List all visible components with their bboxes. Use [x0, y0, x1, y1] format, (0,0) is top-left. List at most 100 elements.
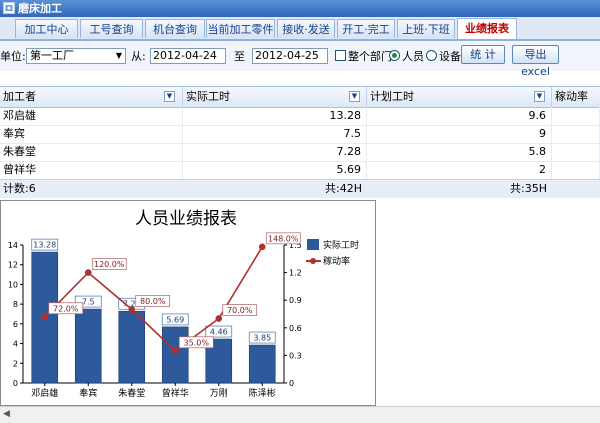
table-cell: [552, 161, 600, 179]
to-label: 至: [234, 50, 245, 63]
chevron-down-icon[interactable]: ▼: [164, 91, 175, 102]
legend-label-utilization: 稼动率: [323, 255, 350, 267]
bar-data-label: 4.46: [210, 328, 228, 337]
grid-summary-row: 计数:6 共:42H 共:35H: [0, 179, 600, 198]
x-tick-label: 陈泽彬: [249, 387, 276, 399]
person-radio-label: 人员: [402, 50, 424, 63]
column-header-utilization-label: 稼动率: [555, 90, 588, 103]
column-header-planned-hours[interactable]: 计划工时 ▼: [367, 87, 552, 107]
line-point: [171, 347, 179, 355]
legend-swatch-actual-hours: [307, 239, 319, 250]
bar: [118, 310, 146, 384]
summary-plan-total: 共:35H: [510, 182, 547, 195]
line-data-label-box: [178, 336, 214, 349]
tab-machine-query[interactable]: 机台查询: [145, 19, 205, 38]
whole-dept-checkbox[interactable]: [335, 50, 346, 61]
tab-employee-query[interactable]: 工号查询: [80, 19, 143, 38]
app-icon: [3, 2, 15, 14]
tab-shift-on-off[interactable]: 上班·下班: [397, 19, 455, 38]
to-date-input[interactable]: 2012-04-25: [252, 48, 328, 64]
unit-select[interactable]: 第一工厂 ▼: [26, 48, 126, 64]
x-tick-label: 万刚: [210, 388, 228, 399]
bar-data-label: 7.5: [82, 298, 95, 307]
line-data-label-box: [48, 302, 84, 315]
unit-label: 单位:: [0, 50, 26, 63]
table-cell: 2: [367, 161, 552, 179]
y-right-tick-label: 1.5: [289, 241, 302, 250]
table-row[interactable]: 曾祥华 5.69 2: [0, 161, 600, 180]
table-cell: 13.28: [183, 107, 367, 125]
tab-start-finish[interactable]: 开工·完工: [337, 19, 395, 38]
x-tick-label: 朱春堂: [118, 387, 145, 399]
chart-legend: 实际工时 稼动率: [306, 239, 359, 267]
table-cell: 曾祥华: [0, 161, 183, 179]
chart-panel: 人员业绩报表 0 2 4 6 8 10 12 14 0 0.3 0.6 0.9 1.2 1.5 13.28 邓…: [0, 200, 376, 406]
from-date-input[interactable]: 2012-04-24: [150, 48, 226, 64]
table-cell: 5.69: [183, 161, 367, 179]
tab-receive-send[interactable]: 接收·发送: [277, 19, 335, 38]
bar-data-label-box: [248, 331, 276, 344]
horizontal-scrollbar[interactable]: ◀: [0, 406, 600, 423]
table-cell: 9.6: [367, 107, 552, 125]
line-data-label-box: [222, 304, 258, 316]
statistics-button[interactable]: 统 计: [461, 45, 505, 64]
chevron-down-icon[interactable]: ▼: [115, 51, 122, 60]
y-left-tick-label: 6: [13, 320, 18, 329]
device-radio[interactable]: [426, 50, 437, 61]
unit-select-value: 第一工厂: [30, 49, 74, 62]
filter-toolbar: 单位: 第一工厂 ▼ 从: 2012-04-24 至 2012-04-25 整个…: [0, 41, 600, 78]
results-grid: 加工者 ▼ 实际工时 ▼ 计划工时 ▼ 稼动率 邓启雄 13.28 9.6 奉宾 7.5…: [0, 86, 600, 198]
bar-data-label: 5.69: [166, 315, 184, 324]
table-cell: 9: [367, 125, 552, 143]
column-header-operator-label: 加工者: [3, 90, 36, 103]
table-row[interactable]: 奉宾 7.5 9: [0, 125, 600, 144]
person-radio[interactable]: [389, 50, 400, 61]
table-cell: 朱春堂: [0, 143, 183, 161]
table-cell: 7.5: [183, 125, 367, 143]
y-left-tick-label: 8: [13, 300, 18, 309]
y-right-tick-label: 0.6: [289, 324, 302, 333]
bar-data-label-box: [74, 295, 102, 308]
export-excel-button[interactable]: 导出excel: [512, 45, 559, 78]
column-header-operator[interactable]: 加工者 ▼: [0, 87, 183, 107]
column-header-actual-hours-label: 实际工时: [186, 90, 230, 103]
y-left-tick-label: 12: [8, 261, 18, 270]
y-left-tick-label: 0: [13, 379, 18, 388]
x-tick-label: 邓启雄: [31, 387, 58, 399]
tab-current-parts[interactable]: 当前加工零件: [206, 19, 275, 38]
scroll-left-arrow-icon[interactable]: ◀: [3, 409, 10, 419]
table-cell: [552, 143, 600, 161]
tab-performance-report[interactable]: 业绩报表: [457, 18, 517, 39]
chevron-down-icon[interactable]: ▼: [349, 91, 360, 102]
bar-data-label-box: [205, 325, 233, 338]
summary-actual-total: 共:42H: [325, 182, 362, 195]
line-point: [258, 243, 266, 251]
window-titlebar: 磨床加工: [0, 0, 600, 17]
bar-data-label-box: [161, 313, 189, 326]
table-row[interactable]: 邓启雄 13.28 9.6: [0, 107, 600, 126]
y-right-tick-label: 0.3: [289, 351, 302, 360]
table-cell: [552, 107, 600, 125]
line-data-label: 120.0%: [94, 260, 125, 269]
whole-dept-label: 整个部门: [348, 50, 392, 63]
table-row[interactable]: 朱春堂 7.28 5.8: [0, 143, 600, 162]
column-header-actual-hours[interactable]: 实际工时 ▼: [183, 87, 367, 107]
table-cell: 奉宾: [0, 125, 183, 143]
column-header-utilization[interactable]: 稼动率: [552, 87, 600, 107]
line-point: [41, 313, 49, 321]
line-data-label: 80.0%: [140, 297, 166, 306]
y-right-tick-label: 1.2: [289, 269, 302, 278]
line-data-label-box: [91, 258, 127, 270]
bar-data-label-box: [31, 238, 59, 251]
x-tick-label: 奉宾: [79, 387, 97, 399]
tab-processing-center[interactable]: 加工中心: [15, 19, 78, 38]
table-cell: [552, 125, 600, 143]
line-data-label-box: [265, 232, 301, 245]
bar-data-label: 13.28: [33, 241, 56, 250]
line-data-label: 35.0%: [184, 338, 210, 347]
y-left-tick-label: 14: [8, 241, 18, 250]
line-data-label: 148.0%: [268, 234, 299, 243]
chevron-down-icon[interactable]: ▼: [534, 91, 545, 102]
y-left-tick-label: 10: [8, 280, 18, 289]
line-point: [215, 315, 223, 322]
